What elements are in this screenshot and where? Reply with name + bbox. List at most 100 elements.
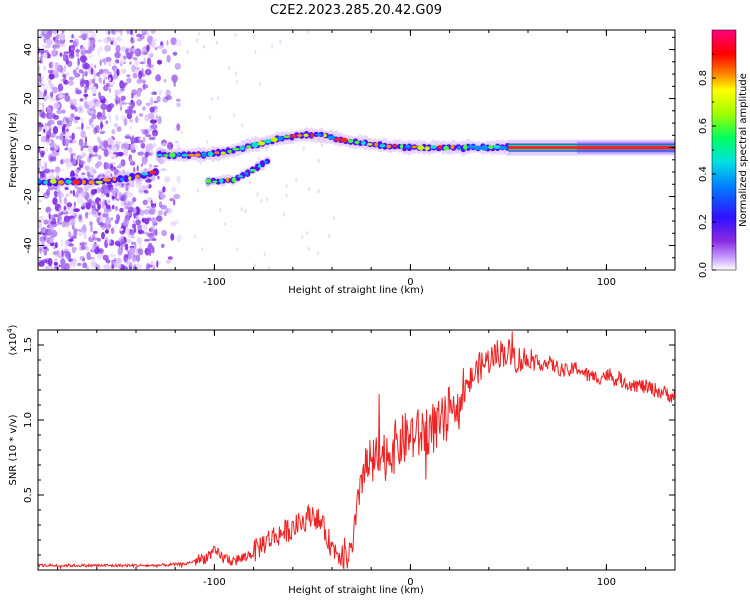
noise-speckle [81, 172, 86, 175]
noise-speckle [70, 49, 75, 57]
colorbar-tick-label: 0.4 [698, 166, 709, 182]
noise-speckle [137, 247, 144, 256]
noise-speckle [108, 87, 112, 94]
noise-speckle [43, 219, 49, 225]
noise-speckle [148, 248, 152, 257]
noise-speckle [62, 76, 67, 85]
noise-speckle [143, 238, 151, 242]
noise-speckle [317, 158, 320, 163]
noise-speckle [69, 217, 76, 226]
noise-speckle [125, 48, 129, 55]
ridge-hotspot [149, 170, 156, 175]
noise-speckle [240, 207, 243, 212]
ridge-hotspot [227, 149, 232, 154]
noise-speckle [161, 229, 168, 237]
noise-speckle [65, 192, 72, 197]
noise-speckle [55, 135, 60, 140]
noise-speckle [155, 47, 158, 51]
noise-speckle [115, 89, 122, 95]
noise-speckle [98, 68, 104, 75]
y-tick-label: 1.5 [23, 337, 34, 353]
noise-speckle [268, 266, 270, 270]
noise-speckle [88, 119, 92, 126]
snr-ticks: -100 0 100 0.5 1.0 1.5 [23, 330, 675, 588]
noise-speckle [106, 82, 110, 87]
noise-speckle [107, 144, 112, 149]
noise-speckle [53, 213, 59, 218]
noise-speckle [58, 94, 63, 99]
noise-speckle [80, 118, 84, 122]
noise-speckle [126, 108, 134, 115]
noise-speckle [83, 233, 87, 240]
noise-speckle [49, 242, 55, 247]
noise-speckle [142, 199, 148, 206]
noise-speckle [50, 230, 58, 238]
noise-speckle [84, 95, 88, 100]
noise-speckle [127, 106, 133, 109]
noise-speckle [164, 176, 170, 183]
noise-speckle [52, 86, 58, 94]
ridge-hotspot [220, 151, 226, 155]
noise-speckle [62, 130, 66, 135]
y-tick-label: 0.5 [23, 487, 34, 503]
noise-speckle [132, 255, 137, 262]
y-tick-label: 1.0 [23, 412, 34, 428]
noise-speckle [79, 98, 84, 102]
noise-speckle [161, 243, 165, 248]
noise-speckle [132, 72, 138, 79]
noise-speckle [73, 201, 76, 208]
noise-speckle [135, 216, 139, 220]
noise-speckle [116, 165, 122, 169]
noise-speckle [134, 69, 138, 73]
noise-speckle [110, 227, 115, 235]
noise-speckle [46, 248, 49, 251]
ridge-hotspot [367, 143, 373, 146]
noise-speckle [98, 95, 106, 100]
noise-speckle [115, 205, 118, 211]
colorbar-tick-label: 0.2 [698, 214, 709, 230]
noise-speckle [144, 114, 150, 122]
noise-speckle [111, 128, 116, 135]
noise-speckle [155, 114, 159, 122]
ridge-hotspot [417, 145, 425, 151]
noise-speckle [48, 30, 53, 35]
noise-speckle [104, 45, 111, 52]
noise-speckle [99, 45, 103, 53]
ridge-hotspot [187, 153, 195, 157]
ridge-hotspot [65, 179, 72, 184]
noise-speckle [106, 104, 112, 113]
noise-speckle [58, 220, 63, 224]
noise-speckle [172, 51, 178, 56]
noise-speckle [155, 74, 162, 82]
noise-speckle [110, 40, 114, 45]
ridge-hotspot [392, 144, 398, 147]
noise-speckle [138, 71, 143, 80]
ridge-hotspot [102, 178, 111, 182]
noise-speckle [101, 183, 107, 189]
y-tick-label: 20 [23, 92, 34, 105]
noise-speckle [89, 166, 95, 171]
noise-speckle [90, 31, 97, 40]
noise-speckle [176, 123, 181, 131]
ridge-hotspot [277, 136, 284, 141]
noise-speckle [69, 263, 76, 268]
noise-speckle [256, 192, 259, 197]
noise-speckle [94, 153, 98, 157]
ridge-hotspot [245, 171, 249, 176]
noise-speckle [43, 65, 47, 72]
noise-speckle [79, 30, 86, 35]
noise-speckle [283, 212, 286, 217]
noise-speckle [42, 102, 45, 110]
noise-speckle [117, 262, 122, 269]
noise-speckle [84, 165, 90, 171]
noise-speckle [130, 99, 134, 103]
noise-speckle [132, 33, 135, 42]
noise-speckle [122, 147, 125, 151]
ridge-hotspot [112, 176, 117, 182]
noise-speckle [149, 163, 152, 168]
noise-speckle [109, 254, 116, 258]
noise-speckle [128, 184, 135, 188]
ridge-hotspot [430, 145, 437, 149]
noise-speckle [47, 113, 55, 120]
noise-speckle [114, 51, 121, 59]
